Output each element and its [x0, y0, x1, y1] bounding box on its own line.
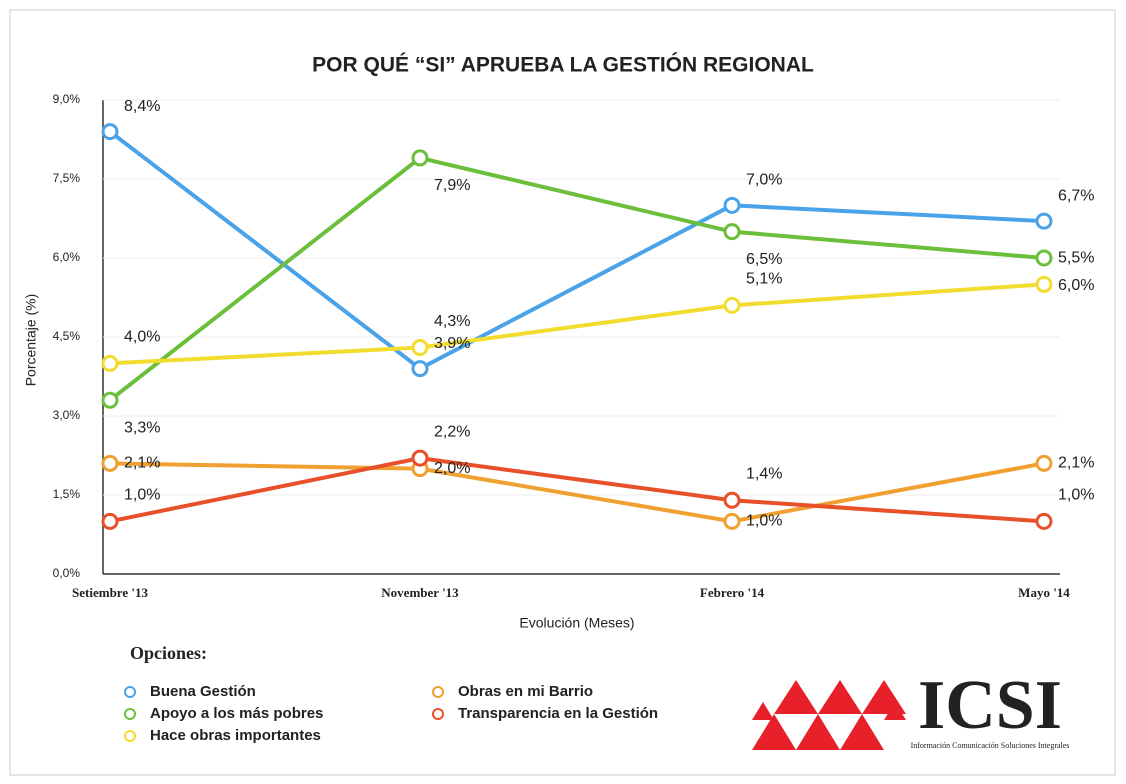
legend-marker: [432, 708, 444, 720]
data-label: 5,5%: [1058, 250, 1094, 267]
data-label: 4,0%: [124, 329, 160, 346]
legend-label: Apoyo a los más pobres: [150, 705, 323, 722]
y-axis-label: Porcentaje (%): [23, 294, 39, 387]
data-label: 5,1%: [746, 271, 782, 288]
point: [101, 391, 119, 409]
y-tick-label: 7,5%: [53, 171, 81, 185]
y-tick-label: 3,0%: [53, 408, 81, 422]
x-tick-label: November '13: [381, 585, 459, 600]
series-line: [109, 456, 1045, 524]
y-tick-label: 1,5%: [53, 487, 81, 501]
point: [1035, 212, 1053, 230]
point: [411, 360, 429, 378]
logo-tagline: Información Comunicación Soluciones Inte…: [911, 741, 1070, 750]
data-label: 8,4%: [124, 98, 160, 115]
point: [723, 491, 741, 509]
y-tick-label: 6,0%: [53, 250, 81, 264]
legend-marker: [432, 686, 444, 698]
x-tick-label: Setiembre '13: [72, 585, 148, 600]
series-line: [109, 461, 1045, 524]
frame: [9, 9, 1116, 776]
data-label: 2,2%: [434, 423, 470, 440]
chart-title: POR QUÉ “SI” APRUEBA LA GESTIÓN REGIONAL: [312, 53, 814, 77]
point: [723, 512, 741, 530]
data-label: 7,0%: [746, 172, 782, 189]
point: [411, 449, 429, 467]
legend-marker: [124, 708, 136, 720]
data-label: 1,4%: [746, 465, 782, 482]
data-label: 1,0%: [1058, 487, 1094, 504]
data-label: 2,1%: [1058, 455, 1094, 472]
series-line: [109, 282, 1045, 366]
data-label: 4,3%: [434, 313, 470, 330]
x-tick-label: Febrero '14: [700, 585, 765, 600]
data-label: 1,0%: [746, 513, 782, 530]
x-tick-label: Mayo '14: [1018, 585, 1070, 600]
point: [411, 339, 429, 357]
data-label: 2,0%: [434, 460, 470, 477]
data-label: 3,9%: [434, 335, 470, 352]
point: [1035, 454, 1053, 472]
point: [411, 149, 429, 167]
legend-label: Obras en mi Barrio: [458, 683, 593, 700]
x-axis-label: Evolución (Meses): [519, 615, 634, 631]
series-line: [108, 155, 1045, 402]
legend-label: Buena Gestión: [150, 683, 256, 700]
point: [723, 223, 741, 241]
y-tick-label: 4,5%: [53, 329, 81, 343]
data-label: 7,9%: [434, 177, 470, 194]
point: [101, 354, 119, 372]
point: [1035, 512, 1053, 530]
y-tick-label: 9,0%: [53, 92, 81, 106]
data-label: 2,1%: [124, 455, 160, 472]
y-tick-label: 0,0%: [53, 566, 81, 580]
point: [1035, 249, 1053, 267]
legend-label: Hace obras importantes: [150, 727, 321, 744]
point: [101, 123, 119, 141]
data-label: 6,7%: [1058, 187, 1094, 204]
data-label: 6,0%: [1058, 277, 1094, 294]
data-label: 6,5%: [746, 251, 782, 268]
legend-marker: [124, 730, 136, 742]
data-label: 3,3%: [124, 419, 160, 436]
legend-marker: [124, 686, 136, 698]
point: [101, 512, 119, 530]
legend-title: Opciones:: [130, 643, 207, 663]
point: [723, 196, 741, 214]
point: [1035, 275, 1053, 293]
series-line: [108, 130, 1045, 371]
point: [723, 296, 741, 314]
point: [101, 454, 119, 472]
logo-name: ICSI: [918, 667, 1062, 744]
logo: [752, 680, 906, 750]
legend-label: Transparencia en la Gestión: [458, 705, 658, 722]
data-label: 1,0%: [124, 487, 160, 504]
